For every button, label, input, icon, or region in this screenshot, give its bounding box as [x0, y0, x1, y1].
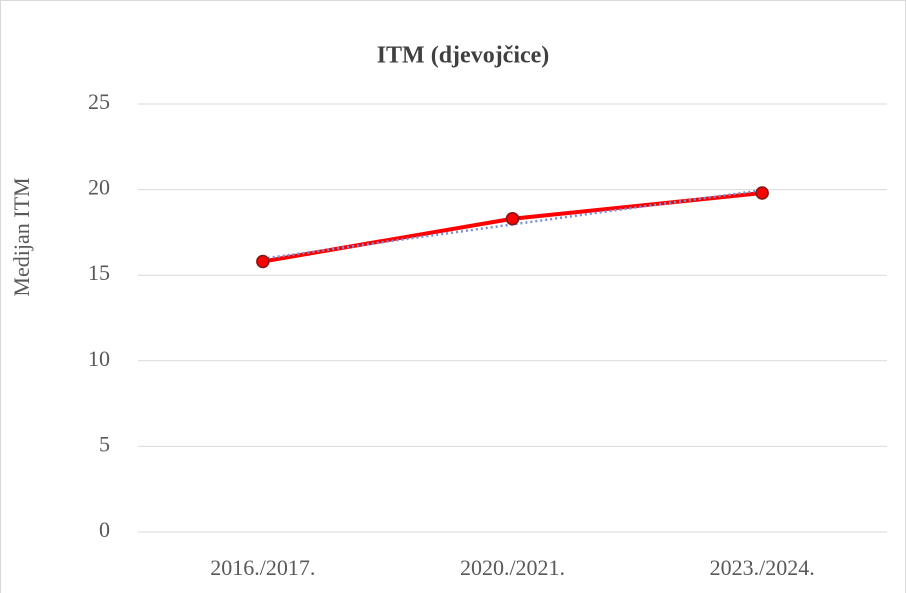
trendline	[262, 188, 763, 260]
y-tick-label: 15	[88, 260, 110, 285]
data-point	[505, 211, 520, 226]
data-point	[256, 254, 270, 269]
y-tick-label: 10	[88, 346, 110, 371]
y-axis-label: Medijan ITM	[9, 177, 34, 296]
x-tick-label: 2016./2017.	[210, 555, 315, 580]
data-point	[755, 186, 769, 200]
y-tick-label: 20	[88, 175, 110, 200]
x-tick-label: 2023./2024.	[710, 555, 815, 580]
x-tick-label: 2020./2021.	[460, 555, 565, 580]
y-tick-label: 25	[88, 89, 110, 114]
y-tick-label: 0	[99, 517, 110, 542]
y-tick-label: 5	[99, 431, 110, 456]
chart-title: ITM (djevojčice)	[377, 43, 550, 69]
